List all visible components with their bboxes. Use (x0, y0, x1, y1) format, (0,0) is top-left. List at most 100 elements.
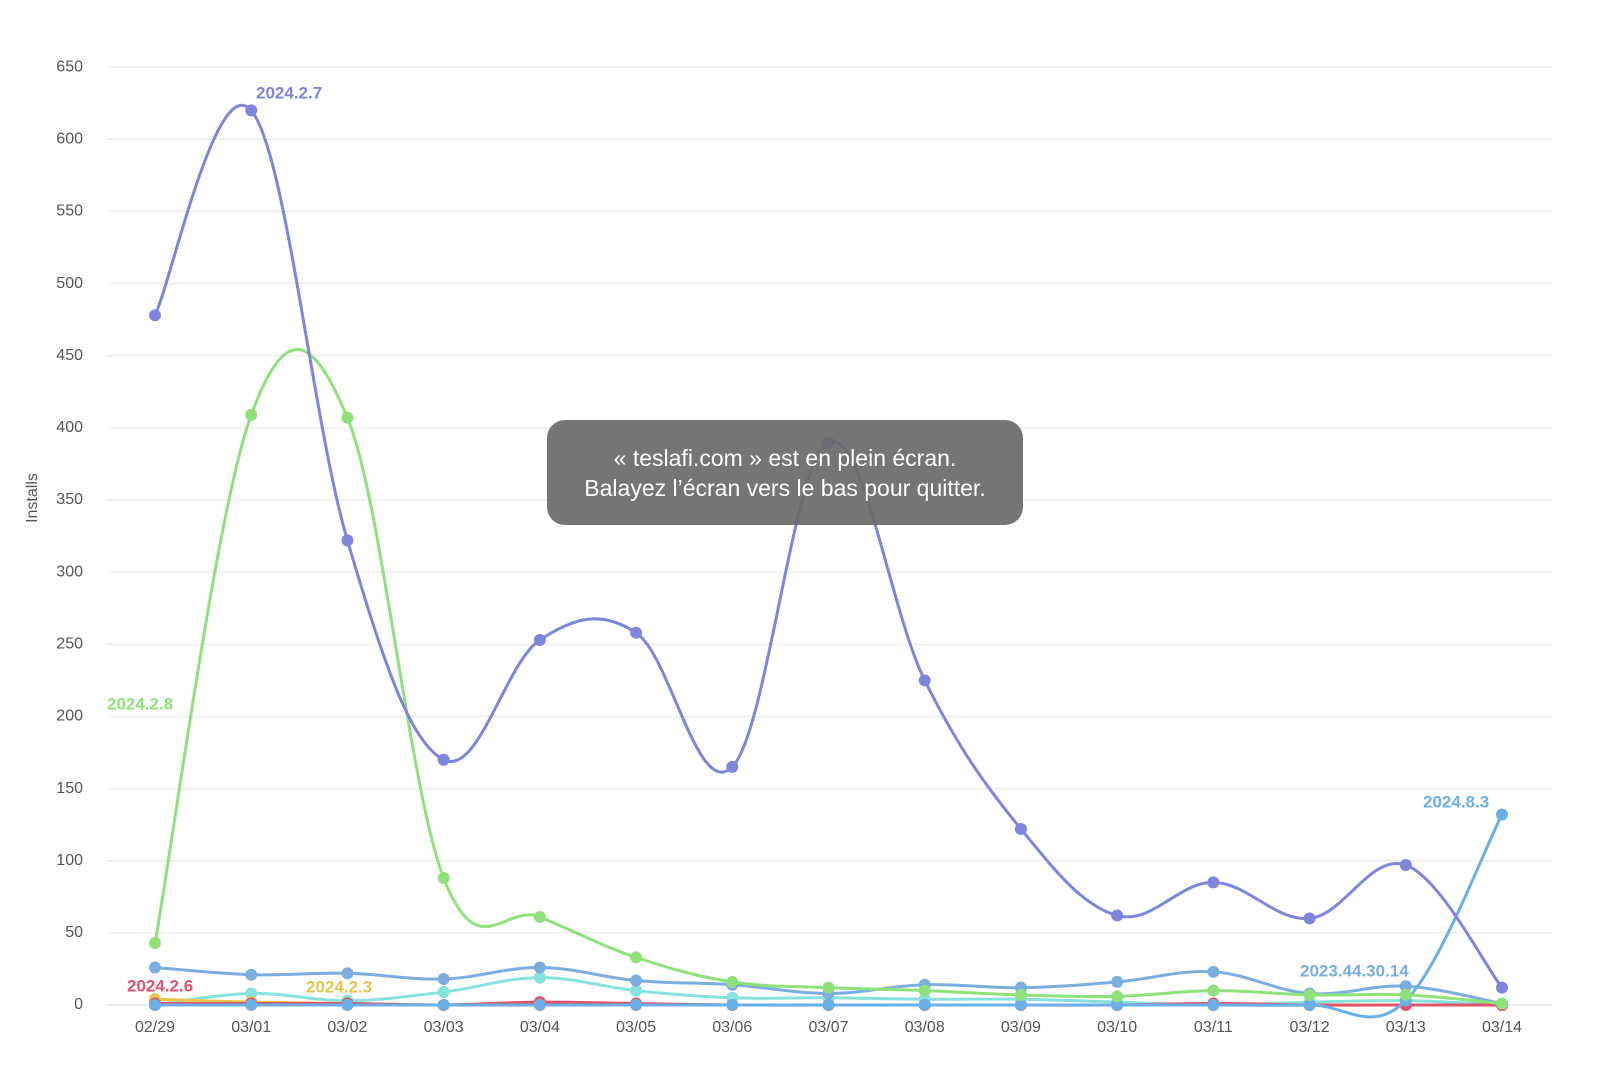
toast-line: Balayez l’écran vers le bas pour quitter… (584, 474, 986, 501)
data-point (341, 999, 354, 1011)
data-point (245, 408, 258, 421)
x-tick-label: 03/09 (1001, 1019, 1041, 1036)
y-tick-label: 600 (56, 131, 83, 148)
data-point (1399, 859, 1412, 872)
y-tick-label: 50 (65, 924, 83, 941)
data-point (822, 981, 835, 994)
y-axis-label: Installs (24, 473, 41, 523)
data-point (1303, 912, 1316, 925)
toast-line: « teslafi.com » est en plein écran. (613, 444, 957, 471)
data-point (149, 999, 161, 1011)
series-label: 2024.2.6 (127, 976, 193, 995)
data-point (1014, 822, 1027, 835)
data-point (1207, 965, 1220, 978)
data-point (1496, 808, 1508, 821)
y-tick-label: 500 (56, 275, 83, 292)
data-point (437, 999, 450, 1011)
x-tick-label: 03/06 (712, 1019, 752, 1036)
data-point (918, 999, 931, 1011)
data-point (533, 961, 546, 974)
series-label: 2024.2.8 (107, 694, 173, 713)
y-tick-label: 650 (56, 58, 83, 75)
data-point (341, 534, 354, 547)
x-tick-label: 03/10 (1097, 1019, 1137, 1036)
x-tick-label: 03/05 (616, 1019, 656, 1036)
data-point (1111, 990, 1124, 1003)
data-point (437, 753, 450, 766)
data-point (1111, 999, 1124, 1011)
x-tick-label: 03/07 (808, 1019, 848, 1036)
series-line (153, 347, 1503, 1006)
data-point (149, 961, 161, 974)
data-point (1207, 876, 1220, 889)
data-point (1303, 999, 1316, 1011)
data-point (822, 999, 835, 1011)
data-point (533, 633, 546, 646)
data-point (533, 910, 546, 923)
data-point (630, 974, 643, 987)
y-tick-label: 550 (56, 203, 83, 220)
data-point (1496, 997, 1508, 1010)
x-tick-label: 03/01 (231, 1019, 271, 1036)
data-point (1014, 999, 1027, 1011)
x-tick-label: 03/14 (1482, 1019, 1522, 1036)
data-point (1399, 980, 1412, 993)
data-point (630, 951, 643, 964)
data-point (1207, 999, 1220, 1011)
series-label: 2023.44.30.14 (1300, 961, 1409, 980)
data-point (341, 967, 354, 980)
data-point (245, 999, 258, 1011)
data-point (149, 936, 161, 949)
data-point (726, 975, 739, 988)
data-point (245, 968, 258, 981)
data-point (341, 411, 354, 424)
data-point (245, 104, 258, 117)
data-point (630, 984, 643, 997)
data-point (533, 971, 546, 984)
series-label: 2024.8.3 (1423, 792, 1489, 811)
x-tick-label: 03/02 (327, 1019, 367, 1036)
data-point (1111, 909, 1124, 922)
x-tick-label: 03/12 (1290, 1019, 1330, 1036)
x-tick-label: 03/13 (1386, 1019, 1426, 1036)
fullscreen-toast: « teslafi.com » est en plein écran. Bala… (547, 420, 1023, 525)
data-point (918, 984, 931, 997)
x-tick-label: 02/29 (135, 1019, 175, 1036)
series-label: 2024.2.3 (306, 977, 372, 996)
data-point (1399, 988, 1412, 1001)
y-tick-label: 400 (56, 419, 83, 436)
y-tick-label: 150 (56, 780, 83, 797)
data-point (437, 872, 450, 885)
data-point (726, 999, 739, 1011)
data-point (533, 999, 546, 1011)
y-tick-label: 350 (56, 491, 83, 508)
data-point (149, 309, 161, 322)
x-tick-label: 03/04 (520, 1019, 560, 1036)
y-tick-label: 0 (74, 996, 83, 1013)
data-point (918, 674, 931, 687)
data-point (245, 987, 258, 1000)
y-tick-label: 450 (56, 347, 83, 364)
x-tick-label: 03/03 (424, 1019, 464, 1036)
y-tick-label: 250 (56, 636, 83, 653)
data-point (1303, 988, 1316, 1001)
data-point (437, 973, 450, 986)
data-point (726, 760, 739, 773)
data-point (437, 986, 450, 999)
data-point (630, 626, 643, 639)
series-line (154, 813, 1504, 1019)
data-point (1111, 975, 1124, 988)
y-tick-label: 300 (56, 563, 83, 580)
y-tick-label: 100 (56, 852, 83, 869)
data-point (1496, 981, 1508, 994)
data-point (1014, 988, 1027, 1001)
x-tick-label: 03/11 (1194, 1019, 1233, 1036)
series-line (153, 104, 1504, 989)
data-point (630, 999, 643, 1011)
y-tick-label: 200 (56, 708, 83, 725)
data-point (1207, 984, 1220, 997)
x-tick-label: 03/08 (905, 1019, 945, 1036)
series-label: 2024.2.7 (256, 83, 322, 102)
